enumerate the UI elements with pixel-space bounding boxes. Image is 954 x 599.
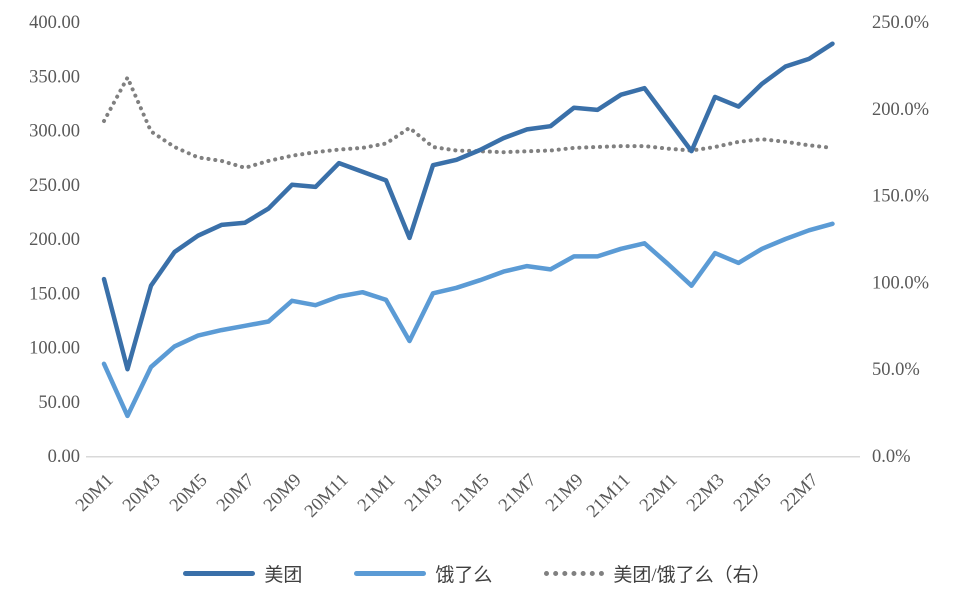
legend-item-meituan: 美团 bbox=[183, 560, 302, 587]
x-axis-tick-label: 21M5 bbox=[448, 470, 493, 515]
y-axis-left-tick-label: 350.00 bbox=[29, 67, 80, 87]
x-axis-tick-label: 22M3 bbox=[683, 470, 728, 515]
y-axis-right-tick-label: 100.0% bbox=[872, 273, 929, 293]
chart-legend: 美团 饿了么 美团/饿了么（右） bbox=[0, 560, 954, 587]
x-axis-tick-label: 21M11 bbox=[583, 470, 634, 521]
legend-item-eleme: 饿了么 bbox=[354, 560, 492, 587]
y-axis-right-tick-label: 150.0% bbox=[872, 187, 929, 207]
y-axis-right-tick-label: 250.0% bbox=[872, 13, 929, 33]
ratio-legend-label: 美团/饿了么（右） bbox=[613, 565, 771, 586]
x-axis-tick-label: 20M3 bbox=[119, 470, 164, 515]
ratio-dotted-swatch-icon bbox=[544, 571, 605, 576]
x-axis-tick-label: 21M9 bbox=[542, 470, 587, 515]
y-axis-left-tick-label: 100.00 bbox=[29, 339, 80, 359]
x-axis-tick-label: 22M1 bbox=[636, 470, 681, 515]
x-axis-tick-label: 20M7 bbox=[213, 470, 258, 515]
meituan-legend-label: 美团 bbox=[264, 565, 303, 586]
y-axis-right-tick-label: 200.0% bbox=[872, 100, 929, 120]
y-axis-left-tick-label: 150.00 bbox=[29, 284, 80, 304]
x-axis-tick-label: 21M3 bbox=[401, 470, 446, 515]
meituan-series-line bbox=[101, 41, 835, 372]
line-chart: 0.00 50.00 100.00 150.00 200.00 250.00 300.00 3… bbox=[29, 13, 929, 522]
y-axis-left-tick-label: 200.00 bbox=[29, 230, 80, 250]
meituan-line-swatch-icon bbox=[183, 571, 256, 576]
ratio-series-line bbox=[102, 75, 835, 170]
x-axis-tick-label: 22M5 bbox=[730, 470, 775, 515]
eleme-legend-label: 饿了么 bbox=[435, 565, 493, 586]
x-axis-tick-label: 21M7 bbox=[495, 470, 540, 515]
x-axis-tick-label: 21M1 bbox=[354, 470, 399, 515]
x-axis-tick-label: 20M1 bbox=[72, 470, 117, 515]
x-axis-tick-label: 22M7 bbox=[777, 470, 822, 515]
x-axis-tick-label: 20M9 bbox=[260, 470, 305, 515]
x-axis-tick-label: 20M11 bbox=[301, 470, 352, 521]
eleme-line-swatch-icon bbox=[354, 571, 427, 576]
y-axis-right-tick-label: 0.0% bbox=[872, 447, 911, 467]
y-axis-right-tick-label: 50.0% bbox=[872, 360, 920, 380]
y-axis-left-tick-label: 250.00 bbox=[29, 176, 80, 196]
y-axis-left-tick-label: 300.00 bbox=[29, 122, 80, 142]
legend-item-ratio: 美团/饿了么（右） bbox=[544, 560, 771, 587]
y-axis-left-tick-label: 0.00 bbox=[48, 447, 80, 467]
x-axis-tick-label: 20M5 bbox=[166, 470, 211, 515]
eleme-series-line bbox=[101, 221, 835, 419]
y-axis-left-tick-label: 400.00 bbox=[29, 13, 80, 33]
y-axis-left-tick-label: 50.00 bbox=[38, 393, 80, 413]
